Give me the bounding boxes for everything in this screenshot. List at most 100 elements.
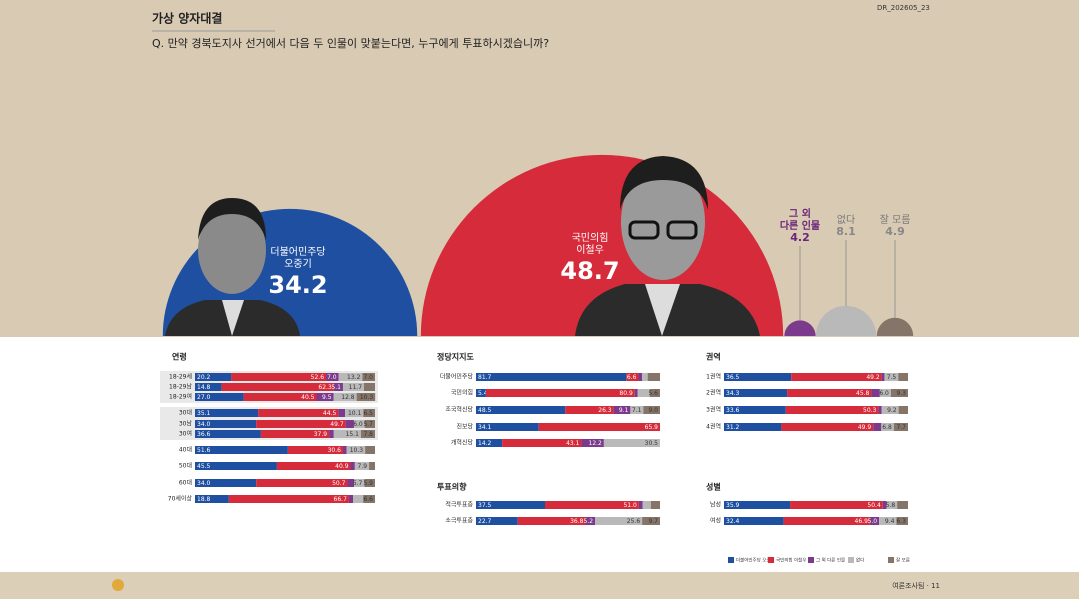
bar-segment [195, 430, 261, 438]
bar-segment [896, 517, 908, 525]
bar-segment [724, 389, 788, 397]
segment-label: 36.5 [726, 374, 740, 381]
person-shirt [222, 300, 244, 336]
bar-segment [790, 501, 883, 509]
segment-label: 7.8 [363, 431, 373, 438]
bar-segment [333, 383, 343, 391]
row-label: 여성 [710, 517, 721, 525]
segment-label: 12.2 [589, 440, 603, 447]
person-glasses [666, 220, 698, 240]
bar-segment [276, 462, 351, 470]
bar-segment [342, 383, 365, 391]
bar-segment [256, 479, 348, 487]
segment-label: 34.0 [197, 480, 211, 487]
bar-segment [884, 373, 899, 381]
panel-title: 연령 [172, 352, 187, 362]
bar-segment [364, 383, 375, 391]
section-title: 가상 양자대결 [152, 11, 222, 26]
row-label: 소극투표층 [445, 517, 473, 525]
segment-label: 32.4 [726, 518, 740, 525]
bar-segment [350, 462, 355, 470]
bar-segment [882, 501, 887, 509]
bar-segment [329, 430, 334, 438]
bar-segment [347, 479, 355, 487]
segment-label: 46.9 [855, 518, 869, 525]
bar-segment [538, 423, 660, 431]
segment-label: 40.9 [335, 463, 349, 470]
bar-segment [195, 373, 232, 381]
segment-label: 65.9 [645, 424, 659, 431]
segment-label: 5.6 [648, 390, 658, 397]
bar-segment [356, 393, 376, 401]
bar-segment [881, 423, 894, 431]
bar-segment [724, 423, 782, 431]
option-label: 오중기 [284, 258, 312, 270]
bar-segment [642, 517, 660, 525]
option-label: 다른 인물 [780, 219, 820, 232]
bar-segment [879, 517, 897, 525]
segment-label: 5.9 [363, 480, 373, 487]
question: Q. 만약 경북도지사 선거에서 다음 두 인물이 맞붙는다면, 누구에게 투표… [152, 36, 549, 50]
option-label: 없다 [837, 213, 855, 226]
segment-label: 7.5 [887, 374, 897, 381]
bar-segment [637, 389, 650, 397]
segment-label: 6.3 [896, 518, 906, 525]
bar-segment [871, 389, 880, 397]
bar-segment [724, 517, 784, 525]
segment-label: 22.7 [478, 518, 492, 525]
legend-label: 없다 [856, 557, 865, 564]
bar-segment [195, 409, 259, 417]
segment-label: 6.5 [363, 410, 373, 417]
row-label: 18-29세 [169, 373, 192, 381]
segment-label: 34.1 [478, 424, 492, 431]
row-label: 70세이상 [168, 495, 193, 503]
bar-segment [360, 430, 375, 438]
segment-label: 44.5 [323, 410, 337, 417]
segment-label: 66.7 [334, 496, 348, 503]
bar-segment [634, 389, 638, 397]
row-label: 조국혁신당 [445, 406, 473, 414]
row-label: 진보당 [456, 423, 473, 431]
segment-label: 9.4 [885, 518, 895, 525]
bar-segment [638, 373, 643, 381]
bar-segment [195, 393, 244, 401]
bar-segment [195, 462, 277, 470]
segment-label: 30.5 [645, 440, 659, 447]
option-value: 48.7 [560, 257, 619, 285]
bar-segment [881, 373, 885, 381]
segment-label: 10.3 [350, 447, 364, 454]
bar-segment [642, 373, 648, 381]
row-label: 18-29여 [169, 393, 192, 401]
segment-label: 33.6 [726, 407, 740, 414]
bar-segment [338, 409, 346, 417]
segment-label: 49.2 [866, 374, 880, 381]
segment-label: 6.6 [363, 496, 373, 503]
segment-label: 7.0 [363, 374, 373, 381]
legend-label: 그 외 다른 인물 [816, 557, 845, 564]
bar-segment [649, 389, 660, 397]
segment-label: 5.0 [868, 518, 878, 525]
legend-swatch [808, 557, 814, 563]
segment-label: 7.0 [327, 374, 337, 381]
segment-label: 13.2 [347, 374, 361, 381]
bar-segment [613, 406, 631, 414]
footer-logo [112, 579, 124, 591]
legend-swatch [728, 557, 734, 563]
row-label: 국민의힘 [451, 389, 473, 397]
bar-segment [647, 373, 660, 381]
segment-label: 40.5 [301, 394, 315, 401]
bar-segment [724, 501, 791, 509]
legend-label: 더불어민주당 오중기 [736, 557, 775, 564]
bar-segment [869, 517, 880, 525]
bar-segment [362, 373, 375, 381]
bar-segment [545, 501, 639, 509]
segment-label: 43.1 [566, 440, 580, 447]
row-label: 30남 [179, 420, 193, 428]
bar-segment [363, 409, 375, 417]
legend-swatch [848, 557, 854, 563]
segment-label: 35.1 [197, 410, 211, 417]
segment-label: 48.5 [478, 407, 492, 414]
segment-label: 6.8 [882, 424, 892, 431]
bar-segment [333, 393, 357, 401]
segment-label: 15.1 [346, 431, 360, 438]
